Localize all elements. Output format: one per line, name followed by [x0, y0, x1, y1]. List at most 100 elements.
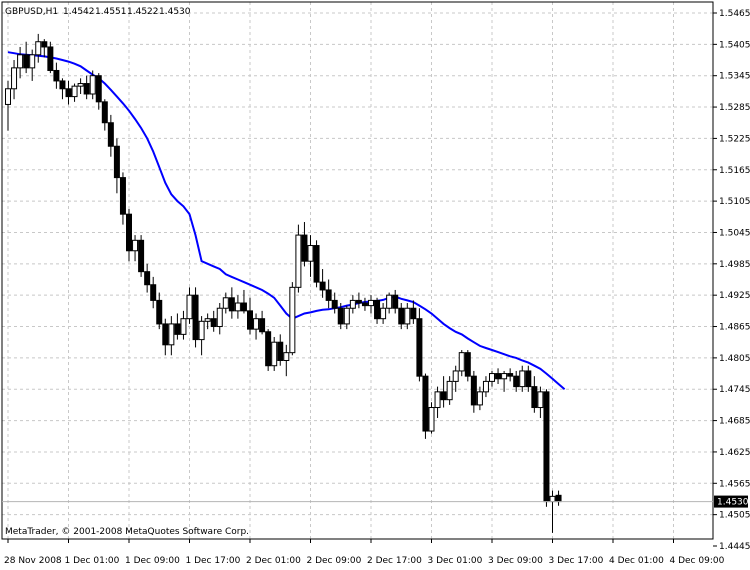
bull-candle [168, 323, 175, 346]
bull-candle [476, 391, 483, 406]
bull-candle [380, 307, 387, 320]
bull-candle [307, 245, 314, 262]
y-tick-label: 1.4565 [719, 479, 750, 489]
y-tick-label: 1.5045 [719, 228, 750, 238]
bear-candle [319, 281, 326, 291]
bear-candle [374, 299, 381, 320]
current-price-tag [714, 495, 748, 508]
bear-candle [192, 294, 199, 341]
bull-candle [446, 380, 453, 401]
bear-candle [313, 245, 320, 283]
bull-candle [368, 299, 374, 307]
bull-candle [458, 352, 465, 372]
bear-candle [240, 302, 247, 312]
bear-candle [355, 299, 362, 304]
bear-candle [95, 75, 102, 103]
y-tick-label: 1.5225 [719, 134, 750, 144]
bull-candle [519, 370, 526, 388]
y-tick-label: 1.5465 [719, 9, 750, 19]
bull-candle [17, 54, 24, 69]
bull-candle [349, 299, 356, 309]
bull-candle [216, 307, 223, 328]
bull-candle [198, 320, 205, 341]
y-tick-label: 1.5345 [719, 72, 750, 82]
bear-candle [119, 177, 126, 215]
y-tick-label: 1.4865 [719, 323, 750, 333]
candles-layer [5, 33, 562, 533]
bull-candle [29, 54, 36, 69]
bear-candle [247, 310, 253, 330]
bull-candle [283, 352, 290, 361]
x-tick-label: 2 Dec 01:00 [246, 556, 301, 566]
bear-candle [59, 80, 66, 90]
bear-candle [228, 297, 235, 312]
bear-candle [150, 284, 157, 301]
bull-candle [428, 407, 435, 432]
x-tick-label: 4 Dec 09:00 [670, 556, 725, 566]
bear-candle [174, 323, 181, 335]
bull-candle [434, 391, 441, 409]
bear-candle [126, 213, 132, 252]
bear-candle [156, 299, 163, 325]
bear-candle [41, 41, 48, 48]
y-tick-label: 1.4985 [719, 260, 750, 270]
bear-candle [525, 370, 532, 388]
bear-candle [325, 289, 332, 301]
header-open: 1.4542 [63, 7, 95, 17]
x-tick-label: 1 Dec 01:00 [65, 556, 120, 566]
x-tick-label: 2 Dec 09:00 [307, 556, 362, 566]
copyright-footer: MetaTrader, © 2001-2008 MetaQuotes Softw… [5, 527, 249, 537]
bear-candle [107, 122, 114, 147]
x-tick-label: 28 Nov 2008 [4, 556, 62, 566]
y-tick-label: 1.5105 [719, 197, 750, 207]
bear-candle [210, 318, 217, 328]
bear-candle [555, 494, 562, 503]
bear-candle [416, 318, 423, 377]
y-tick-label: 1.4505 [719, 511, 750, 521]
bear-candle [410, 307, 417, 320]
x-tick-label: 1 Dec 17:00 [186, 556, 241, 566]
bull-candle [204, 318, 211, 322]
bull-candle [343, 307, 350, 325]
bear-candle [301, 234, 308, 262]
grid-layer [2, 2, 713, 539]
plot-frame [1, 1, 714, 540]
bull-candle [35, 41, 42, 56]
x-axis: 28 Nov 2008 1 Dec 01:00 1 Dec 09:00 1 Dec 1… [4, 539, 725, 566]
x-tick-label: 3 Dec 01:00 [428, 556, 483, 566]
y-tick-label: 1.5165 [719, 166, 750, 176]
bear-candle [507, 373, 514, 377]
bear-candle [265, 331, 272, 367]
bull-candle [253, 318, 260, 330]
bear-candle [162, 323, 169, 346]
bear-candle [83, 83, 90, 95]
bear-candle [277, 341, 284, 361]
bull-candle [404, 307, 411, 325]
bear-candle [337, 307, 344, 325]
bull-candle [271, 341, 278, 367]
bear-candle [65, 88, 72, 98]
bull-candle [295, 234, 302, 288]
x-tick-label: 2 Dec 17:00 [367, 556, 422, 566]
y-tick-label: 1.5285 [719, 103, 750, 113]
bear-candle [398, 307, 405, 325]
bull-candle [549, 495, 556, 503]
bull-candle [234, 302, 241, 312]
header-high: 1.4551 [95, 7, 127, 17]
y-axis: 1.5465 1.5405 1.5345 1.5285 1.5225 1.5165 1.51… [713, 9, 750, 552]
bear-candle [513, 375, 520, 388]
current-price-label: 1.4530 [717, 498, 749, 508]
bull-candle [186, 294, 193, 320]
bull-candle [11, 67, 18, 90]
bear-candle [470, 375, 477, 406]
bull-candle [501, 373, 508, 380]
bull-candle [386, 294, 393, 309]
bull-candle [482, 380, 489, 393]
bull-candle [132, 239, 139, 252]
bear-candle [101, 101, 108, 124]
bear-candle [23, 54, 30, 69]
bear-candle [331, 299, 338, 309]
bull-candle [222, 297, 229, 309]
